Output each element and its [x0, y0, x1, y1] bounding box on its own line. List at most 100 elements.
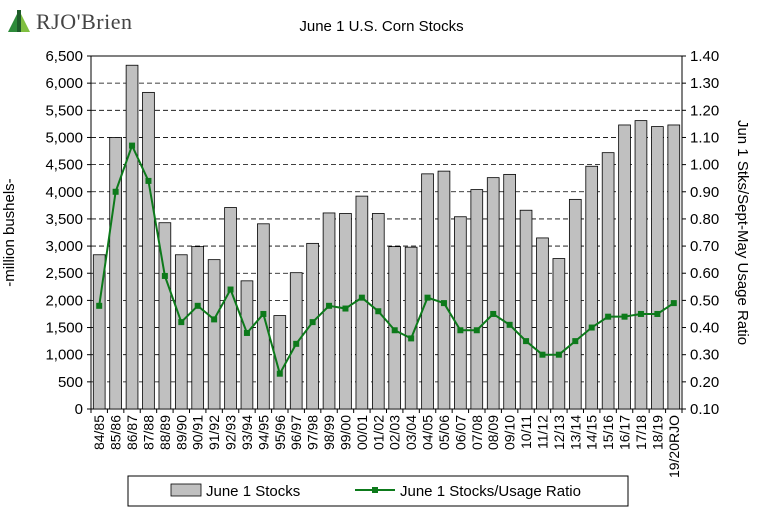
bar — [634, 120, 648, 410]
ratio-marker — [243, 329, 250, 336]
rjo-brien-logo: RJO'Brien — [6, 8, 146, 38]
y2-axis-title: Jun 1 Stks/Sept-May Usage Ratio — [734, 120, 751, 345]
bar — [486, 177, 500, 410]
bar — [109, 137, 122, 410]
x-tick-label: 08/09 — [485, 415, 501, 450]
y-tick-label: 5,000 — [45, 129, 83, 146]
y2-tick-label: 0.60 — [690, 265, 719, 282]
y-tick-label: 3,500 — [45, 211, 83, 228]
ratio-marker — [408, 335, 415, 342]
ratio-marker — [523, 338, 530, 345]
bar — [92, 254, 106, 410]
ratio-marker — [178, 319, 185, 326]
y-tick-label: 4,500 — [45, 157, 83, 174]
ratio-marker — [424, 294, 431, 301]
ratio-marker — [227, 286, 234, 293]
ratio-marker — [309, 319, 316, 326]
y-tick-label: 2,500 — [45, 265, 83, 282]
ratio-marker — [654, 310, 661, 317]
legend-label-stocks: June 1 Stocks — [206, 483, 300, 500]
x-tick-label: 84/85 — [91, 415, 107, 450]
ratio-marker — [621, 313, 628, 320]
y2-tick-label: 0.90 — [690, 184, 719, 201]
bar — [355, 195, 369, 410]
x-tick-label: 85/86 — [108, 415, 124, 450]
legend-label-ratio: June 1 Stocks/Usage Ratio — [400, 483, 581, 500]
ratio-marker — [457, 327, 464, 334]
bar — [601, 152, 615, 410]
bar — [519, 209, 533, 410]
y2-tick-label: 1.30 — [690, 75, 719, 92]
ratio-marker — [161, 272, 168, 279]
rjo-brien-logo-text: RJO'Brien — [36, 9, 133, 34]
x-tick-label: 98/99 — [321, 415, 337, 450]
x-tick-label: 03/04 — [403, 415, 419, 450]
y2-tick-label: 1.10 — [690, 129, 719, 146]
x-tick-label: 06/07 — [452, 415, 468, 450]
ratio-marker — [391, 327, 398, 334]
x-tick-label: 07/08 — [469, 415, 485, 450]
ratio-marker — [342, 305, 349, 312]
ratio-marker — [194, 302, 201, 309]
x-tick-label: 88/89 — [157, 415, 173, 450]
bar — [421, 173, 434, 410]
y2-tick-label: 1.20 — [690, 102, 719, 119]
rjo-brien-logo-icon — [6, 8, 32, 34]
x-tick-label: 05/06 — [436, 415, 452, 450]
ratio-marker — [96, 302, 103, 309]
ratio-marker — [473, 327, 480, 334]
x-tick-label: 97/98 — [305, 415, 321, 450]
y-tick-label: 1,000 — [45, 347, 83, 364]
ratio-marker — [555, 351, 562, 358]
ratio-marker — [506, 321, 513, 328]
ratio-marker — [375, 308, 382, 315]
bar — [618, 124, 631, 410]
y-tick-label: 6,500 — [45, 48, 83, 65]
x-tick-label: 02/03 — [387, 415, 403, 450]
bar — [568, 198, 582, 410]
bar — [503, 173, 516, 410]
ratio-marker — [129, 142, 136, 149]
ratio-marker — [539, 351, 546, 358]
bar — [191, 246, 205, 410]
bar — [240, 280, 254, 410]
y2-tick-label: 0.50 — [690, 292, 719, 309]
bar — [536, 237, 549, 410]
bar — [207, 259, 221, 410]
y-tick-label: 4,000 — [45, 184, 83, 201]
legend-swatch-bar — [170, 483, 202, 497]
y-tick-label: 0 — [75, 401, 83, 418]
x-tick-label: 92/93 — [223, 415, 239, 450]
x-tick-label: 17/18 — [633, 415, 649, 450]
x-tick-label: 01/02 — [370, 415, 386, 450]
legend-swatch-marker — [372, 487, 378, 493]
x-tick-label: 13/14 — [567, 415, 583, 450]
x-tick-label: 86/87 — [124, 415, 140, 450]
y-tick-label: 500 — [58, 374, 83, 391]
ratio-marker — [358, 294, 365, 301]
bar — [404, 246, 418, 410]
x-tick-label: 18/19 — [649, 415, 665, 450]
ratio-marker — [637, 310, 644, 317]
ratio-marker — [440, 300, 447, 307]
x-tick-label: 94/95 — [255, 415, 271, 450]
y-tick-label: 5,500 — [45, 102, 83, 119]
bar — [158, 222, 172, 410]
bar — [125, 64, 139, 410]
y-tick-label: 6,000 — [45, 75, 83, 92]
bar — [437, 170, 451, 410]
y2-tick-label: 0.40 — [690, 320, 719, 337]
ratio-marker — [276, 370, 283, 377]
bar — [142, 91, 155, 410]
y2-tick-label: 0.70 — [690, 238, 719, 255]
bar — [552, 258, 566, 410]
ratio-marker — [112, 188, 119, 195]
x-tick-label: 10/11 — [518, 415, 534, 449]
ratio-marker — [293, 340, 300, 347]
x-tick-label: 87/88 — [140, 415, 156, 450]
bar — [667, 124, 681, 410]
bar — [585, 165, 599, 410]
ratio-marker — [145, 177, 152, 184]
ratio-marker — [588, 324, 595, 331]
